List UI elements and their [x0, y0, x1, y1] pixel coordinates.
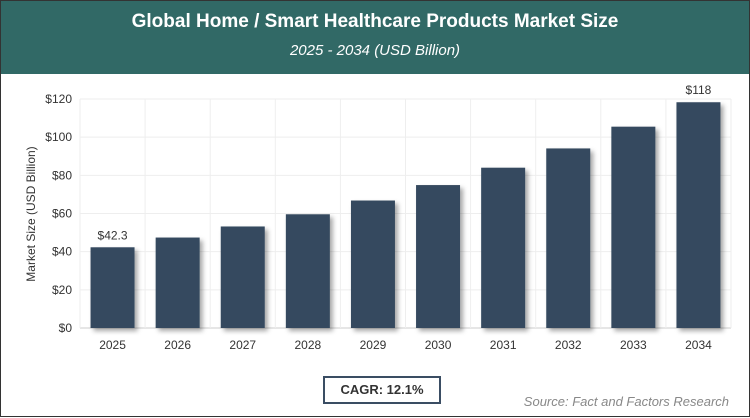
- bar-2032: [546, 148, 591, 328]
- source-note: Source: Fact and Factors Research: [523, 394, 729, 409]
- x-tick-label: 2029: [360, 338, 387, 352]
- y-tick-label: $0: [59, 321, 73, 335]
- bar-2029: [350, 200, 395, 328]
- chart-header: Global Home / Smart Healthcare Products …: [1, 1, 749, 74]
- y-tick-label: $80: [52, 168, 72, 182]
- bar-2027: [220, 226, 265, 328]
- x-tick-label: 2034: [685, 338, 712, 352]
- chart-subtitle: 2025 - 2034 (USD Billion): [289, 42, 461, 59]
- x-tick-label: 2032: [555, 338, 582, 352]
- x-tick-label: 2025: [99, 338, 126, 352]
- chart-title: Global Home / Smart Healthcare Products …: [131, 11, 619, 32]
- bar-2031: [481, 167, 526, 328]
- bar-2030: [416, 185, 461, 328]
- bar-2025: [90, 247, 135, 328]
- cagr-badge: CAGR: 12.1%: [323, 376, 441, 404]
- data-label: $42.3: [98, 228, 128, 242]
- y-tick-label: $40: [52, 245, 72, 259]
- bar-2028: [285, 214, 330, 328]
- y-tick-label: $60: [52, 207, 72, 221]
- bar-2034: [676, 102, 721, 328]
- x-tick-label: 2031: [490, 338, 517, 352]
- y-axis-label: Market Size (USD Billion): [24, 146, 38, 281]
- y-tick-label: $20: [52, 283, 72, 297]
- x-tick-label: 2033: [620, 338, 647, 352]
- y-tick-label: $120: [45, 92, 72, 106]
- bar-2026: [155, 237, 200, 328]
- x-tick-label: 2030: [425, 338, 452, 352]
- data-label: $118: [686, 83, 712, 97]
- x-tick-label: 2028: [294, 338, 321, 352]
- x-tick-label: 2026: [164, 338, 191, 352]
- x-tick-label: 2027: [229, 338, 256, 352]
- y-tick-label: $100: [45, 130, 72, 144]
- bar-2033: [611, 126, 656, 328]
